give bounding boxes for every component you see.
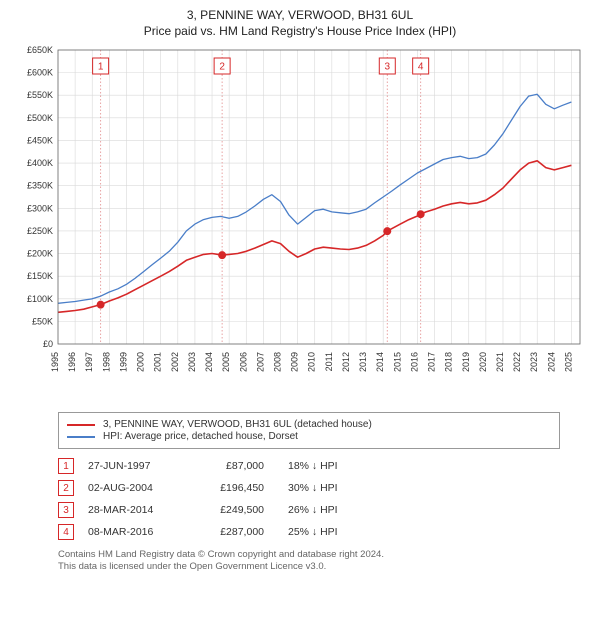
svg-text:£400K: £400K: [27, 158, 53, 168]
sale-diff: 26% ↓ HPI: [288, 504, 408, 516]
svg-text:2003: 2003: [187, 352, 197, 372]
svg-text:2011: 2011: [324, 352, 334, 371]
sale-badge: 4: [58, 524, 74, 540]
footer-attribution: Contains HM Land Registry data © Crown c…: [58, 549, 560, 574]
sale-row: 2 02-AUG-2004£196,45030% ↓ HPI: [58, 477, 560, 499]
svg-text:2002: 2002: [170, 352, 180, 372]
legend: 3, PENNINE WAY, VERWOOD, BH31 6UL (detac…: [58, 412, 560, 449]
svg-text:£600K: £600K: [27, 68, 53, 78]
sales-table: 1 27-JUN-1997£87,00018% ↓ HPI 2 02-AUG-2004…: [58, 455, 560, 543]
svg-text:£150K: £150K: [27, 271, 53, 281]
svg-text:£300K: £300K: [27, 203, 53, 213]
legend-item: HPI: Average price, detached house, Dors…: [67, 431, 551, 442]
svg-text:1996: 1996: [67, 352, 77, 372]
svg-text:2004: 2004: [204, 352, 214, 372]
svg-text:2019: 2019: [461, 352, 471, 372]
legend-item: 3, PENNINE WAY, VERWOOD, BH31 6UL (detac…: [67, 419, 551, 430]
svg-text:4: 4: [418, 62, 424, 73]
title-address: 3, PENNINE WAY, VERWOOD, BH31 6UL: [10, 8, 590, 22]
svg-text:2012: 2012: [341, 352, 351, 372]
svg-text:£0: £0: [43, 339, 53, 349]
svg-text:2015: 2015: [392, 352, 402, 372]
svg-text:1: 1: [98, 62, 104, 73]
svg-text:2025: 2025: [563, 352, 573, 372]
svg-text:2010: 2010: [307, 352, 317, 372]
svg-text:2016: 2016: [409, 352, 419, 372]
sale-row: 3 28-MAR-2014£249,50026% ↓ HPI: [58, 499, 560, 521]
svg-text:2: 2: [219, 62, 225, 73]
legend-swatch: [67, 436, 95, 438]
sale-diff: 25% ↓ HPI: [288, 526, 408, 538]
svg-text:1998: 1998: [101, 352, 111, 372]
svg-text:2022: 2022: [512, 352, 522, 372]
svg-text:1997: 1997: [84, 352, 94, 372]
sale-price: £249,500: [198, 504, 288, 516]
sale-diff: 18% ↓ HPI: [288, 460, 408, 472]
svg-text:2021: 2021: [495, 352, 505, 372]
svg-text:2017: 2017: [427, 352, 437, 372]
svg-text:2008: 2008: [272, 352, 282, 372]
chart-titles: 3, PENNINE WAY, VERWOOD, BH31 6UL Price …: [10, 8, 590, 38]
chart-area: £0 £50K £100K £150K £200K £250K £300K £350K £400…: [10, 44, 590, 404]
sale-diff: 30% ↓ HPI: [288, 482, 408, 494]
sale-price: £87,000: [198, 460, 288, 472]
title-subtitle: Price paid vs. HM Land Registry's House …: [10, 24, 590, 38]
sale-date: 02-AUG-2004: [88, 482, 198, 494]
svg-text:2018: 2018: [444, 352, 454, 372]
svg-text:2009: 2009: [290, 352, 300, 372]
svg-text:1995: 1995: [50, 352, 60, 372]
svg-text:2013: 2013: [358, 352, 368, 372]
legend-label: HPI: Average price, detached house, Dors…: [103, 431, 298, 442]
svg-text:£350K: £350K: [27, 181, 53, 191]
svg-text:£200K: £200K: [27, 249, 53, 259]
svg-text:£650K: £650K: [27, 45, 53, 55]
svg-text:2006: 2006: [238, 352, 248, 372]
sale-badge: 1: [58, 458, 74, 474]
footer-line2: This data is licensed under the Open Gov…: [58, 561, 560, 573]
legend-label: 3, PENNINE WAY, VERWOOD, BH31 6UL (detac…: [103, 419, 372, 430]
legend-swatch: [67, 424, 95, 426]
sale-price: £287,000: [198, 526, 288, 538]
sale-badge: 2: [58, 480, 74, 496]
svg-text:2007: 2007: [255, 352, 265, 372]
svg-text:1999: 1999: [118, 352, 128, 372]
svg-text:2020: 2020: [478, 352, 488, 372]
svg-text:2001: 2001: [153, 352, 163, 372]
svg-text:£550K: £550K: [27, 90, 53, 100]
svg-text:£100K: £100K: [27, 294, 53, 304]
sale-row: 1 27-JUN-1997£87,00018% ↓ HPI: [58, 455, 560, 477]
svg-text:3: 3: [385, 62, 391, 73]
sale-row: 4 08-MAR-2016£287,00025% ↓ HPI: [58, 521, 560, 543]
svg-text:2023: 2023: [529, 352, 539, 372]
svg-text:2024: 2024: [546, 352, 556, 372]
svg-text:2014: 2014: [375, 352, 385, 372]
svg-text:2005: 2005: [221, 352, 231, 372]
svg-text:£50K: £50K: [32, 316, 53, 326]
svg-text:£450K: £450K: [27, 135, 53, 145]
svg-text:£250K: £250K: [27, 226, 53, 236]
footer-line1: Contains HM Land Registry data © Crown c…: [58, 549, 560, 561]
svg-text:£500K: £500K: [27, 113, 53, 123]
sale-date: 27-JUN-1997: [88, 460, 198, 472]
sale-date: 08-MAR-2016: [88, 526, 198, 538]
svg-text:2000: 2000: [136, 352, 146, 372]
sale-badge: 3: [58, 502, 74, 518]
sale-price: £196,450: [198, 482, 288, 494]
sale-date: 28-MAR-2014: [88, 504, 198, 516]
